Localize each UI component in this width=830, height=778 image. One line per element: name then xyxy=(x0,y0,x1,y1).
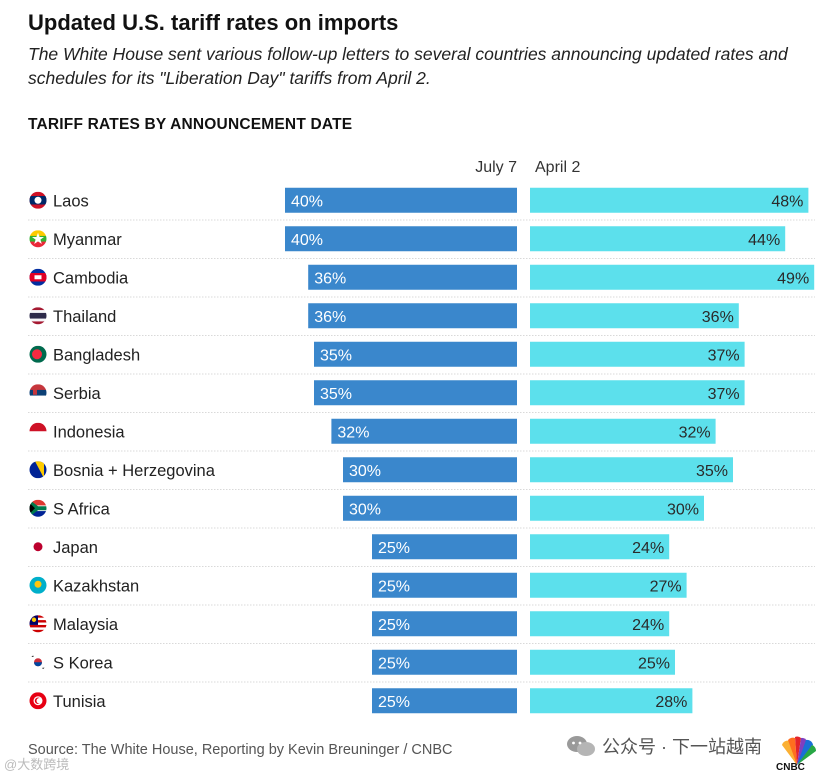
value-label-july-7: 25% xyxy=(378,655,410,672)
value-label-april-2: 36% xyxy=(702,309,734,326)
category-label: Thailand xyxy=(53,308,116,326)
value-label-april-2: 27% xyxy=(650,578,682,595)
category-label: Tunisia xyxy=(53,693,106,711)
japan-flag-icon xyxy=(29,538,47,556)
bar-july-7 xyxy=(314,380,517,406)
value-label-july-7: 30% xyxy=(349,501,381,518)
value-label-april-2: 25% xyxy=(638,655,670,672)
wechat-icon xyxy=(567,736,595,756)
value-label-july-7: 25% xyxy=(378,694,410,711)
value-label-july-7: 36% xyxy=(314,270,346,287)
bar-april-2 xyxy=(530,495,704,521)
category-label: Kazakhstan xyxy=(53,577,139,595)
value-label-april-2: 48% xyxy=(771,193,803,210)
bar-july-7 xyxy=(372,572,517,598)
bar-april-2 xyxy=(530,457,733,483)
bosnia-flag-icon xyxy=(29,461,47,479)
bar-july-7 xyxy=(308,303,517,329)
cnbc-logo-text: CNBC xyxy=(776,762,805,773)
value-label-july-7: 32% xyxy=(337,424,369,441)
bar-july-7 xyxy=(308,264,517,290)
chart-title: Updated U.S. tariff rates on imports xyxy=(28,10,399,35)
diverging-bar-chart: July 7 April 2 Laos 40% 48% Myanmar 40% 44% Camb… xyxy=(28,159,815,714)
serbia-flag-icon xyxy=(29,384,47,402)
bar-april-2 xyxy=(530,611,670,637)
source-note: Source: The White House, Reporting by Ke… xyxy=(28,742,453,758)
bar-april-2 xyxy=(530,572,687,598)
bar-july-7 xyxy=(285,226,517,252)
bar-july-7 xyxy=(314,341,517,367)
laos-flag-icon xyxy=(29,191,47,209)
bar-july-7 xyxy=(285,187,517,213)
bar-july-7 xyxy=(372,688,517,714)
bar-april-2 xyxy=(530,226,786,252)
category-label: Indonesia xyxy=(53,423,125,441)
bar-april-2 xyxy=(530,341,745,367)
bar-july-7 xyxy=(372,649,517,675)
value-label-july-7: 25% xyxy=(378,540,410,557)
value-label-july-7: 25% xyxy=(378,578,410,595)
corner-watermark: @大数跨境 xyxy=(4,757,70,772)
bar-april-2 xyxy=(530,303,739,329)
bar-july-7 xyxy=(343,495,517,521)
value-label-april-2: 28% xyxy=(655,694,687,711)
bar-april-2 xyxy=(530,534,670,560)
value-label-april-2: 37% xyxy=(708,386,740,403)
category-label: Cambodia xyxy=(53,269,129,287)
bangladesh-flag-icon xyxy=(29,345,47,363)
value-label-july-7: 40% xyxy=(291,193,323,210)
value-label-april-2: 35% xyxy=(696,463,728,480)
thailand-flag-icon xyxy=(29,307,47,325)
south-korea-flag-icon xyxy=(29,653,47,671)
bar-april-2 xyxy=(530,187,809,213)
category-label: Japan xyxy=(53,539,98,557)
tunisia-flag-icon xyxy=(29,692,47,710)
cnbc-peacock-icon xyxy=(782,736,817,765)
series-label-april-2: April 2 xyxy=(535,159,580,176)
value-label-april-2: 24% xyxy=(632,540,664,557)
value-label-april-2: 32% xyxy=(679,424,711,441)
bar-april-2 xyxy=(530,418,716,444)
watermark-text: 公众号 · 下一站越南 xyxy=(602,737,762,757)
value-label-july-7: 35% xyxy=(320,347,352,364)
category-label: Malaysia xyxy=(53,616,119,634)
category-label: Myanmar xyxy=(53,231,122,249)
category-label: Serbia xyxy=(53,385,102,403)
chart-subtitle: The White House sent various follow-up l… xyxy=(28,44,788,88)
value-label-april-2: 37% xyxy=(708,347,740,364)
bar-july-7 xyxy=(372,611,517,637)
south-africa-flag-icon xyxy=(29,499,47,517)
value-label-july-7: 35% xyxy=(320,386,352,403)
bar-april-2 xyxy=(530,649,675,675)
category-label: Laos xyxy=(53,192,89,210)
category-label: Bosnia + Herzegovina xyxy=(53,462,216,480)
malaysia-flag-icon xyxy=(29,615,47,633)
bar-april-2 xyxy=(530,688,693,714)
myanmar-flag-icon xyxy=(29,230,47,248)
indonesia-flag-icon xyxy=(29,422,47,440)
value-label-july-7: 36% xyxy=(314,309,346,326)
bar-july-7 xyxy=(343,457,517,483)
category-label: S Africa xyxy=(53,500,111,518)
value-label-april-2: 44% xyxy=(748,232,780,249)
bar-april-2 xyxy=(530,264,815,290)
category-label: Bangladesh xyxy=(53,346,140,364)
wechat-watermark: 公众号 · 下一站越南 xyxy=(566,733,762,759)
value-label-april-2: 49% xyxy=(777,270,809,287)
section-title: TARIFF RATES BY ANNOUNCEMENT DATE xyxy=(28,116,353,133)
bar-april-2 xyxy=(530,380,745,406)
category-label: S Korea xyxy=(53,654,113,672)
bar-july-7 xyxy=(372,534,517,560)
series-label-july-7: July 7 xyxy=(475,159,517,176)
cambodia-flag-icon xyxy=(29,268,47,286)
kazakhstan-flag-icon xyxy=(29,576,47,594)
value-label-july-7: 40% xyxy=(291,232,323,249)
value-label-april-2: 24% xyxy=(632,617,664,634)
value-label-july-7: 25% xyxy=(378,617,410,634)
bar-july-7 xyxy=(331,418,517,444)
value-label-april-2: 30% xyxy=(667,501,699,518)
value-label-july-7: 30% xyxy=(349,463,381,480)
